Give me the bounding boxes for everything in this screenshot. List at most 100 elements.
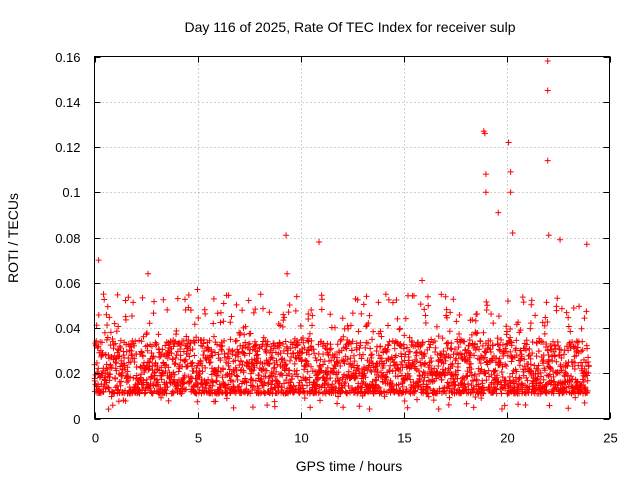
data-point (252, 342, 259, 349)
y-tick-label: 0.16 (55, 50, 80, 65)
data-point (197, 358, 204, 365)
data-point (496, 346, 503, 353)
data-point (507, 168, 514, 175)
ticks-layer: 0 5 10 15 20 25 0 0.02 0.04 0.06 0.08 0.1 0.12 0.14 0.… (55, 50, 618, 446)
data-point (456, 331, 463, 338)
data-point (380, 349, 387, 356)
data-point (95, 365, 102, 372)
data-point (214, 341, 221, 348)
data-point (402, 315, 409, 322)
data-point (413, 358, 420, 365)
data-point (343, 345, 350, 352)
data-point (533, 376, 540, 383)
data-point (401, 332, 408, 339)
data-point (576, 303, 583, 310)
data-point (220, 318, 227, 325)
data-point (359, 380, 366, 387)
data-point (476, 370, 483, 377)
data-point (455, 360, 462, 367)
data-point (212, 398, 219, 405)
data-point (331, 361, 338, 368)
data-point (152, 339, 159, 346)
data-point (199, 362, 206, 369)
data-point (545, 352, 552, 359)
data-point (323, 387, 330, 394)
data-point (230, 383, 237, 390)
data-point (246, 350, 253, 357)
data-point (362, 374, 369, 381)
data-point (287, 345, 294, 352)
data-point (366, 312, 373, 319)
data-point (283, 232, 290, 239)
data-point (558, 305, 565, 312)
data-point (327, 311, 334, 318)
data-point (196, 367, 203, 374)
data-point (503, 341, 510, 348)
data-point (566, 379, 573, 386)
data-point (185, 292, 192, 299)
data-point (191, 339, 198, 346)
data-point (245, 341, 252, 348)
data-point (444, 379, 451, 386)
data-point (191, 321, 198, 328)
data-point (535, 348, 542, 355)
data-point (344, 322, 351, 329)
data-point (313, 357, 320, 364)
data-point (401, 397, 408, 404)
data-point (491, 368, 498, 375)
data-point (178, 341, 185, 348)
data-point (273, 368, 280, 375)
data-point (518, 351, 525, 358)
data-point (497, 359, 504, 366)
data-point (554, 295, 561, 302)
data-point (331, 324, 338, 331)
data-point (351, 358, 358, 365)
data-point (162, 368, 169, 375)
data-point (315, 389, 322, 396)
data-point (417, 301, 424, 308)
data-point (281, 314, 288, 321)
data-point (233, 372, 240, 379)
data-point (170, 356, 177, 363)
data-point (102, 369, 109, 376)
data-point (144, 347, 151, 354)
data-point (99, 370, 106, 377)
data-point (334, 354, 341, 361)
data-point (206, 359, 213, 366)
data-point (385, 322, 392, 329)
data-point (271, 364, 278, 371)
data-point (212, 349, 219, 356)
y-tick-label: 0.04 (55, 321, 80, 336)
data-point (304, 368, 311, 375)
data-point (308, 343, 315, 350)
data-point (418, 362, 425, 369)
data-point (158, 394, 165, 401)
data-point (503, 348, 510, 355)
data-point (411, 292, 418, 299)
data-point (278, 370, 285, 377)
data-point (145, 366, 152, 373)
data-point (110, 341, 117, 348)
data-point (98, 339, 105, 346)
data-point (254, 351, 261, 358)
data-point (306, 330, 313, 337)
data-point (129, 312, 136, 319)
data-point (377, 343, 384, 350)
data-point (430, 397, 437, 404)
data-point (210, 333, 217, 340)
data-point (191, 338, 198, 345)
data-point (253, 341, 260, 348)
data-point (428, 336, 435, 343)
data-point (95, 343, 102, 350)
data-point (480, 390, 487, 397)
data-point (522, 402, 529, 409)
data-point (451, 386, 458, 393)
data-point (505, 139, 512, 146)
data-point (422, 320, 429, 327)
data-point (138, 349, 145, 356)
data-point (233, 301, 240, 308)
data-point (209, 352, 216, 359)
data-point (320, 361, 327, 368)
data-point (309, 312, 316, 319)
